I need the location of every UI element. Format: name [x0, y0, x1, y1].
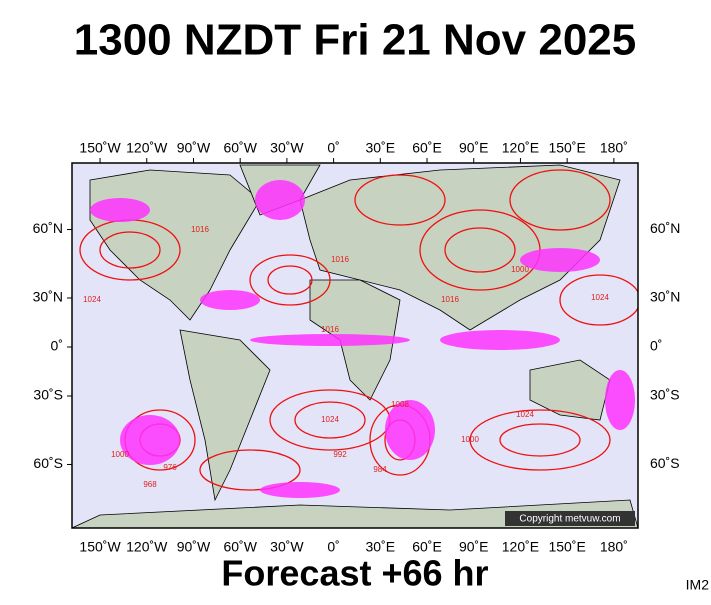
lon-label-bottom: 60˚W — [223, 539, 257, 555]
isobars — [79, 169, 638, 491]
precipitation — [90, 180, 635, 498]
lon-label-top: 180˚ — [600, 140, 628, 156]
isobar-label: 984 — [373, 465, 387, 474]
lat-label-left: 60˚S — [33, 455, 63, 471]
lon-label-top: 0˚ — [327, 140, 339, 156]
isobar-label: 992 — [333, 450, 347, 459]
isobar-label: 1016 — [321, 325, 339, 334]
lon-label-top: 120˚E — [502, 140, 539, 156]
lon-label-top: 30˚E — [366, 140, 396, 156]
lat-label-right: 60˚S — [650, 455, 680, 471]
lon-label-top: 90˚E — [459, 140, 489, 156]
isobar-label: 1016 — [191, 225, 209, 234]
lon-label-bottom: 150˚W — [79, 539, 121, 555]
isobar-label: 1024 — [591, 293, 609, 302]
lon-label-bottom: 90˚E — [459, 539, 489, 555]
isobar-label: 1024 — [321, 415, 339, 424]
lat-label-right: 30˚S — [650, 387, 680, 403]
lat-label-right: 30˚N — [650, 289, 680, 305]
lon-label-top: 150˚E — [548, 140, 585, 156]
lon-label-top: 90˚W — [177, 140, 211, 156]
lat-label-right: 60˚N — [650, 220, 680, 236]
copyright: Copyright metvuw.com — [519, 514, 620, 525]
isobar-label: 1016 — [331, 255, 349, 264]
isobar-label: 1024 — [516, 410, 534, 419]
lon-label-bottom: 120˚E — [502, 539, 539, 555]
isobar-label: 1024 — [83, 295, 101, 304]
lon-label-top: 60˚E — [412, 140, 442, 156]
lon-label-bottom: 0˚ — [327, 539, 339, 555]
lon-label-bottom: 30˚W — [270, 539, 304, 555]
isobar-label: 968 — [143, 480, 157, 489]
isobar-label: 1000 — [511, 265, 529, 274]
isobar-label: 1000 — [111, 450, 129, 459]
lat-label-left: 30˚S — [33, 387, 63, 403]
lon-label-top: 120˚W — [126, 140, 168, 156]
copyright-box — [505, 511, 635, 526]
map-frame — [71, 162, 639, 529]
isobar-label: 1008 — [391, 400, 409, 409]
lon-label-bottom: 150˚E — [548, 539, 585, 555]
lon-label-top: 60˚W — [223, 140, 257, 156]
lat-label-left: 0˚ — [51, 338, 63, 354]
lat-label-right: 0˚ — [650, 338, 662, 354]
image-code: IM2 — [686, 577, 710, 593]
lat-label-left: 30˚N — [33, 289, 63, 305]
forecast-caption: Forecast +66 hr — [221, 553, 488, 594]
lon-label-bottom: 120˚W — [126, 539, 168, 555]
lon-label-bottom: 180˚ — [600, 539, 628, 555]
lon-label-bottom: 30˚E — [366, 539, 396, 555]
lon-label-top: 30˚W — [270, 140, 304, 156]
lon-label-bottom: 60˚E — [412, 539, 442, 555]
isobar-label: 1016 — [441, 295, 459, 304]
lon-label-top: 150˚W — [79, 140, 121, 156]
isobar-label: 1000 — [461, 435, 479, 444]
map-body — [72, 163, 638, 528]
lon-label-bottom: 90˚W — [177, 539, 211, 555]
title: 1300 NZDT Fri 21 Nov 2025 — [74, 16, 636, 65]
lat-label-left: 60˚N — [33, 220, 63, 236]
isobar-label: 976 — [163, 463, 177, 472]
